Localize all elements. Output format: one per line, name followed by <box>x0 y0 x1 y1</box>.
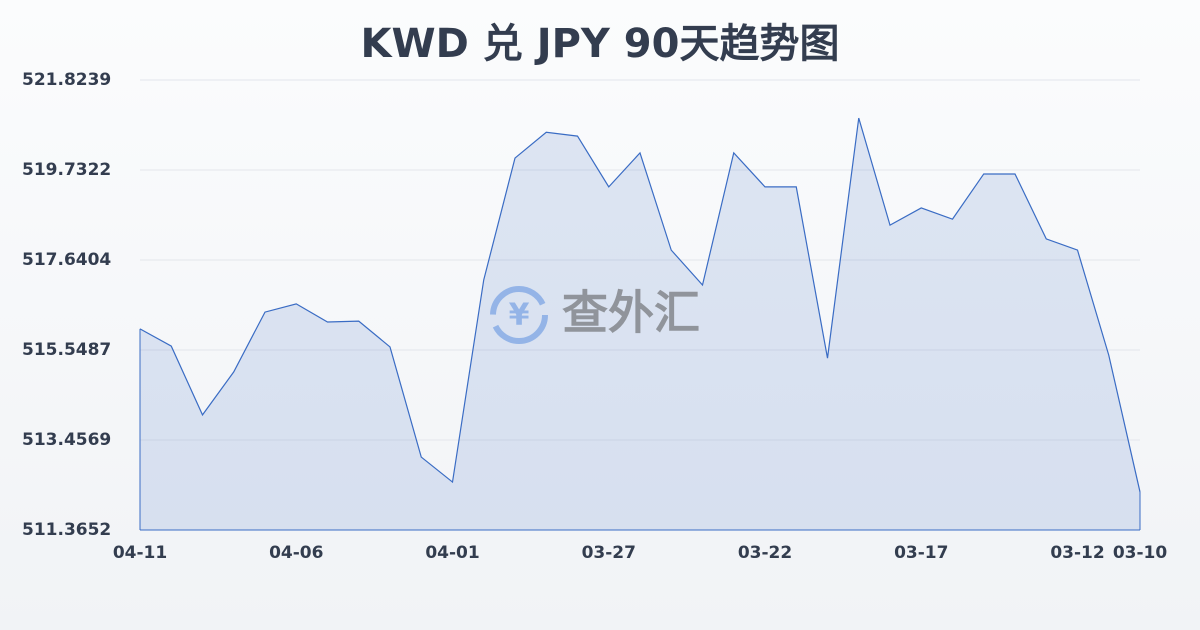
watermark-icon-symbol: ¥ <box>509 298 530 333</box>
x-tick-label: 04-06 <box>269 543 323 563</box>
watermark: ¥ 查外汇 <box>490 286 700 344</box>
x-tick-label: 04-11 <box>113 543 167 563</box>
x-tick-label: 03-22 <box>738 543 792 563</box>
area <box>140 118 1140 531</box>
y-tick-label: 517.6404 <box>22 250 111 270</box>
x-tick-label: 03-27 <box>582 543 636 563</box>
y-tick-label: 511.3652 <box>22 520 111 540</box>
y-tick-label: 519.7322 <box>22 160 111 180</box>
line <box>139 117 1141 493</box>
y-tick-label: 513.4569 <box>22 430 111 450</box>
y-tick-label: 521.8239 <box>22 70 111 90</box>
chart-title: KWD 兑 JPY 90天趋势图 <box>361 21 840 67</box>
y-tick-label: 515.5487 <box>22 340 111 360</box>
x-tick-label: 03-10 <box>1113 543 1168 563</box>
x-tick-label: 04-01 <box>425 543 479 563</box>
x-tick-label: 03-12 <box>1050 543 1104 563</box>
watermark-icon <box>490 286 548 344</box>
x-tick-label: 03-17 <box>894 543 948 563</box>
plot: 511.3652 513.4569 515.5487 517.6404 519.7322… <box>22 70 1167 563</box>
watermark-text: 查外汇 <box>562 286 700 340</box>
